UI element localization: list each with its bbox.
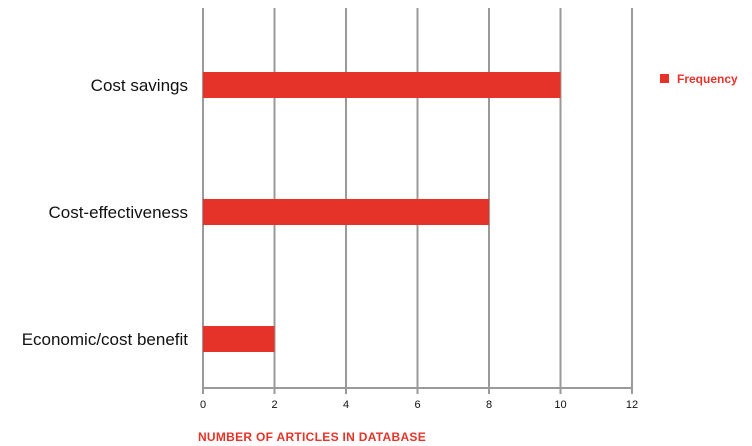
x-tick-label-8: 8 bbox=[486, 399, 492, 411]
x-tick-labels: 0 2 4 6 8 10 12 bbox=[200, 388, 638, 411]
x-tick-label-2: 2 bbox=[271, 399, 277, 411]
legend: Frequency bbox=[660, 72, 738, 86]
bar-cost-savings bbox=[203, 72, 561, 98]
legend-swatch bbox=[660, 74, 669, 83]
x-tick-label-12: 12 bbox=[626, 399, 638, 411]
category-label-cost-savings: Cost savings bbox=[91, 76, 188, 95]
gridlines bbox=[202, 8, 633, 389]
category-label-economic-cost-benefit: Economic/cost benefit bbox=[22, 330, 189, 349]
bar-economic-cost-benefit bbox=[203, 326, 275, 352]
x-tick-label-6: 6 bbox=[414, 399, 420, 411]
legend-label: Frequency bbox=[677, 72, 738, 86]
bar-cost-effectiveness bbox=[203, 199, 489, 225]
bars bbox=[203, 72, 561, 352]
category-label-cost-effectiveness: Cost-effectiveness bbox=[48, 203, 188, 222]
x-tick-label-4: 4 bbox=[343, 399, 349, 411]
x-axis-title: NUMBER OF ARTICLES IN DATABASE bbox=[198, 430, 426, 444]
x-tick-label-10: 10 bbox=[554, 399, 566, 411]
x-tick-label-0: 0 bbox=[200, 399, 206, 411]
category-labels: Cost savings Cost-effectiveness Economic/c… bbox=[22, 76, 189, 349]
